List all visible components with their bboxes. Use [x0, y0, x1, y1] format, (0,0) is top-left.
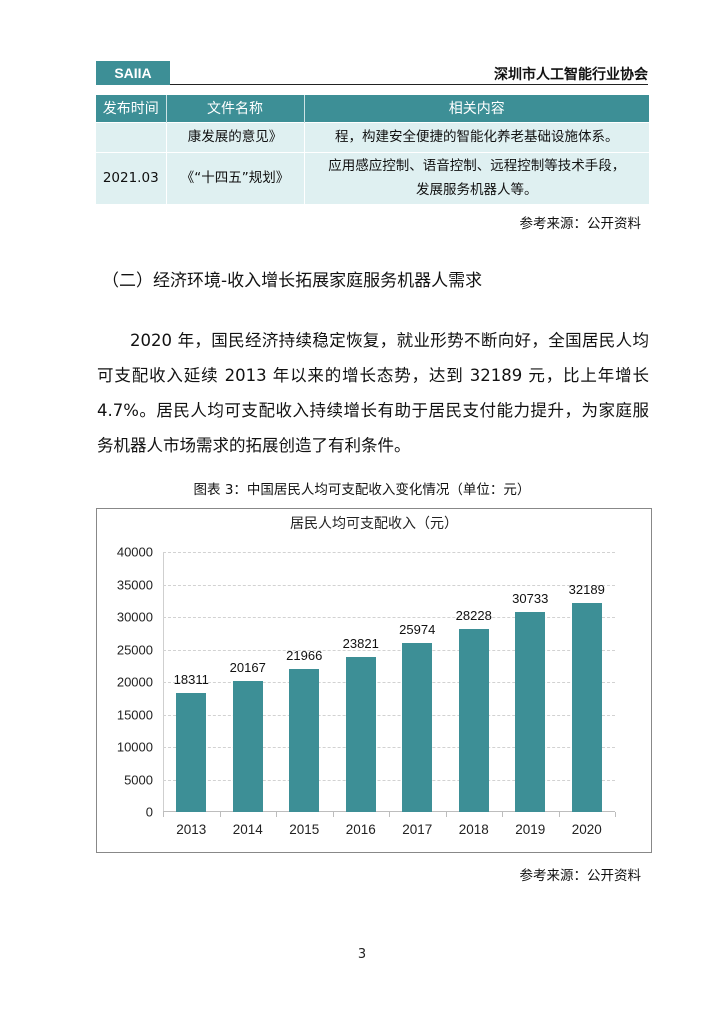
bar-value-label: 25974	[399, 622, 436, 638]
y-tick-label: 25000	[116, 642, 153, 657]
cell-name: 《“十四五”规划》	[166, 151, 305, 204]
bar	[571, 602, 602, 812]
column-header-date: 发布时间	[96, 95, 167, 122]
bar-value-label: 30733	[512, 591, 549, 607]
x-tick-label: 2016	[345, 822, 376, 837]
cell-date	[96, 121, 167, 152]
y-tick-label: 10000	[116, 739, 153, 755]
bar-value-label: 28228	[455, 607, 492, 623]
bar-value-label: 20167	[229, 659, 266, 675]
gridline	[163, 714, 615, 716]
content-line: 发展服务机器人等。	[416, 182, 538, 199]
y-tick-label: 5000	[124, 772, 153, 787]
bar	[232, 680, 263, 812]
bar	[402, 643, 433, 812]
header-organization: 深圳市人工智能行业协会	[494, 67, 648, 83]
table-row: 2021.03 《“十四五”规划》 应用感应控制、语音控制、远程控制等技术手段，…	[96, 151, 649, 204]
cell-name: 康发展的意见》	[166, 121, 305, 152]
plot-area: 0 5000 10000 15000 20000 25000 30000 35000 40000…	[117, 545, 616, 837]
bar-value-label: 23821	[342, 636, 379, 652]
bar-group: 21966 2015	[276, 552, 333, 837]
cell-content: 程，构建安全便捷的智能化养老基础设施体系。	[304, 121, 649, 152]
y-tick-label: 35000	[116, 577, 153, 592]
x-tick-mark	[276, 812, 277, 817]
gridline	[163, 617, 615, 618]
gridline	[163, 584, 615, 586]
column-header-name: 文件名称	[166, 95, 305, 122]
y-tick-label: 20000	[116, 674, 153, 690]
x-tick-label: 2019	[515, 822, 546, 837]
bar-group: 25974 2017	[389, 552, 446, 837]
bar	[345, 657, 376, 812]
x-tick-mark	[219, 812, 221, 817]
x-tick-label: 2020	[571, 822, 602, 837]
x-tick-label: 2015	[289, 822, 320, 837]
table-header-row: 发布时间 文件名称 相关内容	[96, 95, 649, 122]
bar	[458, 628, 489, 812]
policy-table: 发布时间 文件名称 相关内容 康发展的意见》 程，构建安全便捷的智能化养老基础设…	[96, 95, 649, 204]
bar-group: 28228 2018	[446, 552, 503, 837]
x-tick-label: 2014	[232, 822, 263, 837]
chart-title: 居民人均可支配收入（元）	[290, 516, 458, 532]
bar	[515, 612, 546, 812]
page-number: 3	[357, 947, 367, 962]
figure-source-note: 参考来源：公开资料	[519, 868, 642, 884]
column-header-content: 相关内容	[304, 95, 649, 122]
bar-value-label: 18311	[173, 671, 209, 687]
bar	[176, 692, 207, 812]
bar-value-label: 32189	[568, 581, 605, 597]
x-tick-mark	[332, 812, 334, 817]
gridline	[163, 779, 615, 781]
x-tick-mark	[389, 812, 390, 817]
bar-value-label: 21966	[286, 648, 323, 664]
bar-group: 30733 2019	[502, 552, 559, 837]
gridline	[163, 649, 615, 651]
gridline	[163, 682, 615, 683]
x-tick-label: 2018	[458, 822, 489, 837]
x-tick-label: 2017	[402, 822, 433, 837]
x-tick-mark	[558, 812, 560, 817]
paragraph-text: 2020 年，国民经济持续稳定恢复，就业形势不断向好，全国居民人均可支配收入延续…	[97, 331, 649, 455]
content-line: 应用感应控制、语音控制、远程控制等技术手段，	[328, 158, 626, 175]
figure-caption: 图表 3：中国居民人均可支配收入变化情况（单位：元）	[193, 482, 531, 498]
cell-date: 2021.03	[96, 151, 167, 204]
bar-group: 23821 2016	[333, 552, 390, 837]
bar-group: 18311 2013	[163, 552, 220, 837]
bar	[289, 669, 320, 812]
y-tick-label: 0	[145, 804, 153, 820]
body-paragraph: 2020 年，国民经济持续稳定恢复，就业形势不断向好，全国居民人均可支配收入延续…	[97, 323, 649, 463]
bar-group: 32189 2020	[559, 552, 616, 837]
x-tick-mark	[163, 812, 164, 817]
table-source-note: 参考来源：公开资料	[519, 216, 642, 232]
x-axis	[163, 811, 615, 812]
y-tick-label: 40000	[116, 544, 153, 560]
y-tick-label: 30000	[116, 609, 153, 625]
gridline	[163, 747, 615, 748]
x-tick-mark	[502, 812, 503, 817]
y-tick-label: 15000	[116, 707, 153, 722]
x-tick-mark	[445, 812, 447, 817]
section-heading: （二）经济环境-收入增长拓展家庭服务机器人需求	[102, 271, 483, 291]
header-divider	[170, 84, 648, 85]
x-tick-mark	[615, 812, 616, 817]
header-logo: SAIIA	[96, 61, 170, 85]
cell-content: 应用感应控制、语音控制、远程控制等技术手段， 发展服务机器人等。	[304, 151, 649, 204]
x-tick-label: 2013	[176, 822, 207, 837]
income-bar-chart: 居民人均可支配收入（元） 0 5000 10000 15000 20000 25000 30…	[96, 508, 652, 853]
content-line: 程，构建安全便捷的智能化养老基础设施体系。	[335, 129, 619, 145]
gridline	[163, 552, 615, 553]
bar-group: 20167 2014	[220, 552, 277, 837]
table-row: 康发展的意见》 程，构建安全便捷的智能化养老基础设施体系。	[96, 121, 649, 152]
